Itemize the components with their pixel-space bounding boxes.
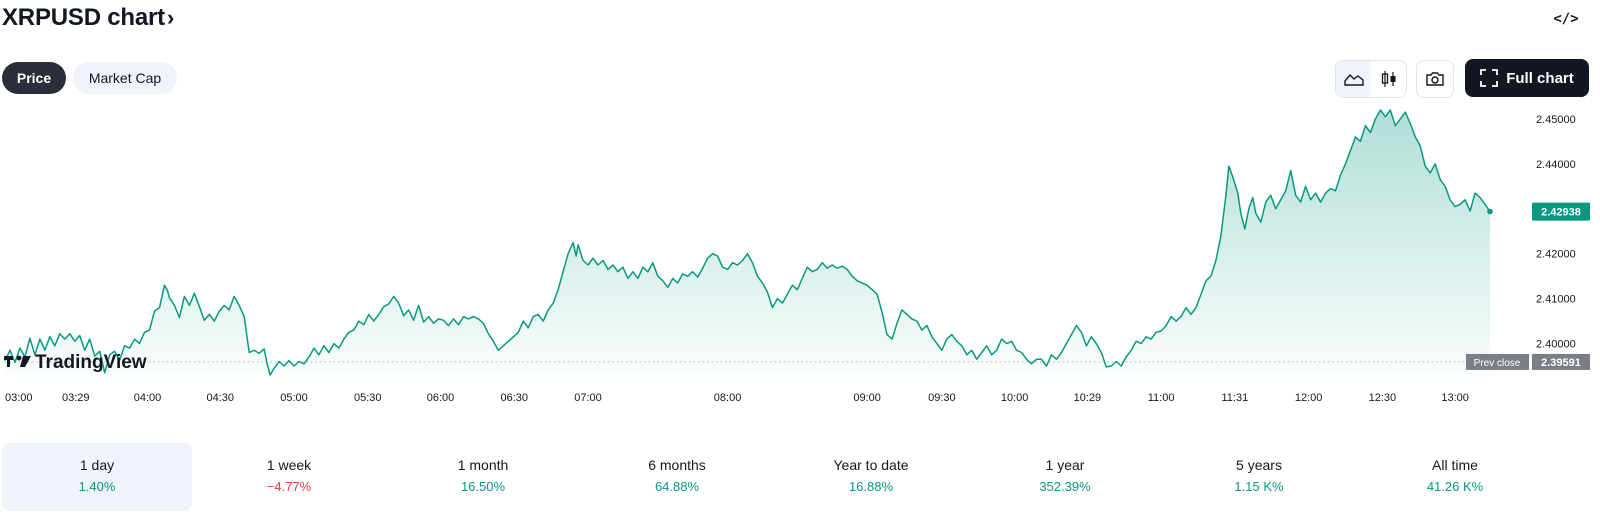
area-chart-icon	[1343, 73, 1364, 86]
period-change: 41.26 K%	[1426, 479, 1484, 494]
period-1-year[interactable]: 1 year 352.39%	[970, 443, 1160, 511]
snapshot-button[interactable]	[1416, 60, 1454, 98]
y-tick-label: 2.42000	[1536, 249, 1576, 261]
tradingview-logo-mark	[16, 355, 22, 361]
chart-type-toggle	[1335, 60, 1407, 98]
period-year-to-date[interactable]: Year to date 16.88%	[776, 443, 966, 511]
period-label: All time	[1432, 457, 1478, 473]
x-tick-label: 13:00	[1441, 392, 1469, 404]
period-5-years[interactable]: 5 years 1.15 K%	[1164, 443, 1354, 511]
period-1-month[interactable]: 1 month 16.50%	[388, 443, 578, 511]
x-tick-label: 06:30	[501, 392, 529, 404]
tradingview-logo: TradingView	[4, 352, 147, 373]
period-change: 16.88%	[848, 479, 894, 494]
period-change: 16.50%	[460, 479, 506, 494]
prev-close-badge	[1532, 353, 1590, 370]
tradingview-watermark: TradingView	[35, 352, 147, 373]
period-change: 1.40%	[78, 479, 116, 494]
area-chart-button[interactable]	[1336, 61, 1371, 97]
fullscreen-icon	[1480, 69, 1499, 87]
price-chart[interactable]: 03:00 03:29 04:00 04:30 05:00 05:30 06:00 06:30…	[0, 105, 1600, 415]
tradingview-logo-mark	[20, 356, 31, 367]
period-change: −4.77%	[266, 479, 312, 494]
prev-close-value: 2.39591	[1541, 357, 1581, 369]
last-price-label: 2.42938	[1541, 207, 1581, 219]
x-tick-label: 10:00	[1001, 392, 1029, 404]
candles-chart-button[interactable]	[1371, 61, 1406, 97]
price-area-fill	[5, 110, 1490, 375]
period-change: 352.39%	[1039, 479, 1091, 494]
y-tick-label: 2.45000	[1536, 114, 1576, 126]
x-tick-label: 07:00	[574, 392, 602, 404]
period-label: 1 year	[1045, 457, 1085, 473]
period-label: 6 months	[648, 457, 706, 473]
x-tick-label: 08:00	[714, 392, 742, 404]
y-tick-label: 2.44000	[1536, 159, 1576, 171]
period-label: 1 week	[266, 457, 312, 473]
last-price-badge	[1532, 202, 1590, 221]
prev-close-tag	[1466, 353, 1529, 370]
period-change: 64.88%	[654, 479, 700, 494]
x-tick-label: 11:00	[1148, 392, 1175, 404]
x-tick-label: 09:30	[928, 392, 956, 404]
x-tick-label: 04:30	[207, 392, 235, 404]
prev-close-label: Prev close	[1474, 358, 1521, 369]
period-all-time[interactable]: All time 41.26 K%	[1360, 443, 1550, 511]
page-title-text: XRPUSD chart	[2, 4, 165, 31]
last-price-dot	[1487, 208, 1493, 215]
full-chart-button[interactable]: Full chart	[1465, 59, 1589, 97]
x-tick-label: 06:00	[427, 392, 455, 404]
x-tick-label: 11:31	[1221, 392, 1248, 404]
period-label: 1 day	[79, 457, 115, 473]
full-chart-label: Full chart	[1506, 69, 1574, 87]
period-6-months[interactable]: 6 months 64.88%	[582, 443, 772, 511]
period-1-day[interactable]: 1 day 1.40%	[2, 443, 192, 511]
period-change: 1.15 K%	[1234, 479, 1284, 494]
x-tick-label: 05:00	[280, 392, 308, 404]
candles-icon	[1381, 71, 1395, 87]
x-tick-label: 09:00	[853, 392, 881, 404]
period-1-week[interactable]: 1 week −4.77%	[194, 443, 384, 511]
x-tick-label: 05:30	[354, 392, 382, 404]
tradingview-logo-mark	[7, 356, 10, 367]
period-label: Year to date	[833, 457, 909, 473]
x-tick-label: 12:00	[1295, 392, 1323, 404]
price-line	[4, 109, 1491, 376]
y-tick-label: 2.41000	[1536, 294, 1576, 306]
x-tick-label: 10:29	[1074, 392, 1102, 404]
y-tick-label: 2.40000	[1536, 339, 1576, 351]
x-tick-label: 03:29	[62, 392, 90, 404]
chevron-right-icon: ›	[166, 5, 175, 30]
tab-price[interactable]: Price	[2, 62, 66, 94]
period-label: 5 years	[1236, 457, 1282, 473]
period-label: 1 month	[457, 457, 509, 473]
x-tick-label: 12:30	[1369, 392, 1397, 404]
x-tick-label: 03:00	[5, 392, 33, 404]
camera-icon	[1426, 72, 1444, 86]
x-tick-label: 04:00	[134, 392, 162, 404]
page-title[interactable]: XRPUSD chart›	[2, 4, 174, 32]
embed-code-button[interactable]: </>	[1553, 11, 1579, 27]
tab-market-cap[interactable]: Market Cap	[73, 62, 177, 94]
